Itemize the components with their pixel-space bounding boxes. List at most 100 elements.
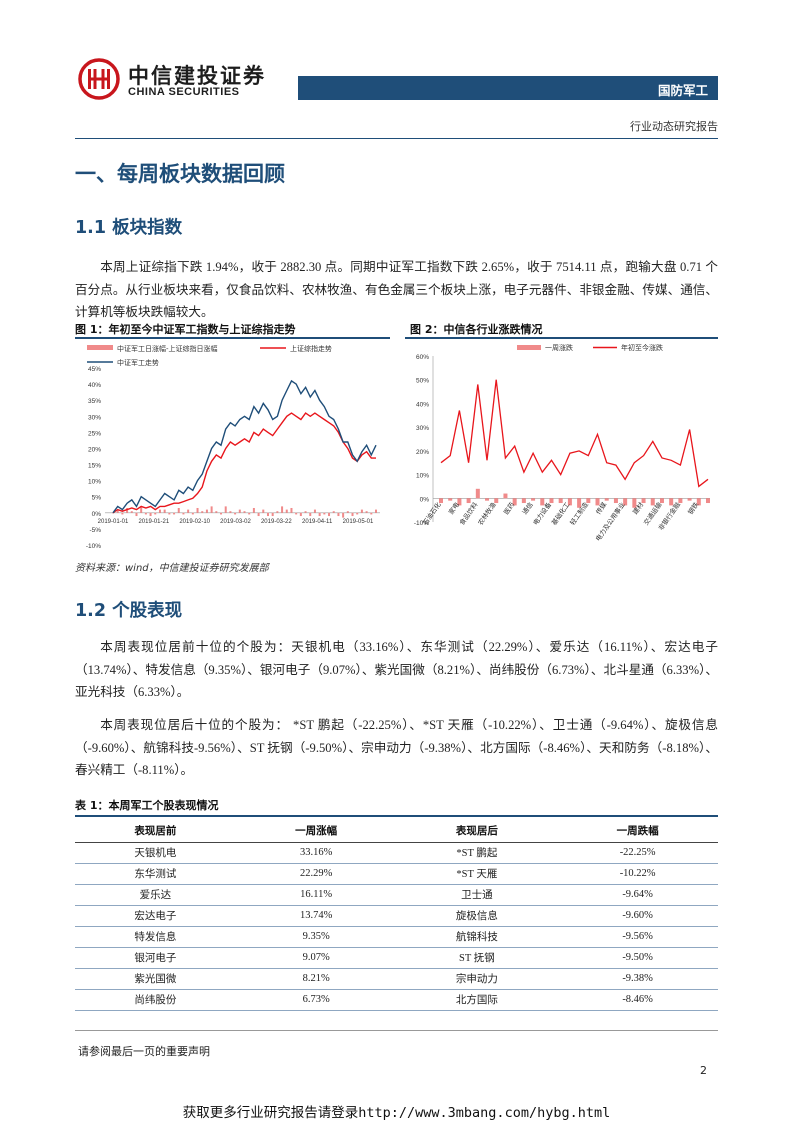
table-header: 一周涨幅 — [235, 820, 397, 843]
table-cell: 9.35% — [235, 926, 397, 948]
weekly-bar — [521, 498, 526, 504]
legend-label: 中证军工走势 — [117, 358, 159, 367]
diff-bar — [281, 506, 284, 513]
y-tick-label: 5% — [92, 495, 102, 502]
table-cell: -9.60% — [557, 905, 718, 927]
table-cell: 尚纬股份 — [75, 989, 236, 1011]
disclaimer-note: 请参阅最后一页的重要声明 — [78, 1045, 210, 1058]
diff-bar — [276, 511, 279, 513]
figure2-rule — [405, 337, 718, 339]
weekly-bar — [687, 498, 692, 501]
weekly-bar — [613, 498, 618, 504]
diff-bar — [375, 509, 377, 513]
y-tick-label: -10% — [86, 543, 101, 550]
table-cell: -9.50% — [557, 947, 718, 969]
diff-bar — [299, 512, 302, 517]
weekly-bar — [466, 498, 471, 504]
diff-bar — [248, 512, 251, 515]
brand-name-en: CHINA SECURITIES — [128, 86, 240, 98]
legend-label: 中证军工日涨幅-上证综指日涨幅 — [117, 344, 218, 353]
stocks-bottom-paragraph: 本周表现位居后十位的个股为： *ST 鹏起（-22.25%）、*ST 天雁（-1… — [75, 714, 718, 782]
y-tick-label: -10% — [414, 520, 429, 527]
weekly-bar — [494, 498, 499, 504]
diff-bar — [126, 507, 129, 513]
figure-source: 资料来源：wind，中信建投证券研究发展部 — [75, 563, 269, 574]
table-cell: -9.56% — [557, 926, 718, 948]
diff-bar — [365, 511, 368, 513]
promo-link[interactable]: 获取更多行业研究报告请登录http://www.3mbang.com/hybg.… — [182, 1105, 611, 1121]
diff-bar — [177, 507, 180, 513]
section-title: 一、每周板块数据回顾 — [75, 162, 285, 186]
table-cell: 爱乐达 — [75, 884, 236, 906]
weekly-bar — [439, 498, 443, 504]
figure1-rule — [75, 337, 390, 339]
diff-bar — [130, 511, 133, 513]
diff-bar — [191, 512, 194, 515]
header-divider — [75, 138, 718, 139]
legend-swatch — [87, 345, 113, 350]
table-row: 天银机电 33.16% *ST 鹏起 -22.25% — [75, 842, 718, 864]
diff-bar — [356, 512, 359, 515]
diff-bar — [220, 512, 223, 515]
sector-tag: 国防军工 — [657, 83, 708, 98]
diff-bar — [266, 512, 269, 517]
diff-bar — [154, 512, 157, 515]
page-number: 2 — [700, 1064, 707, 1077]
table-cell: 北方国际 — [396, 989, 558, 1011]
table-cell: 宗申动力 — [396, 968, 558, 990]
table-cell: 特发信息 — [75, 926, 236, 948]
diff-bar — [313, 509, 316, 513]
table1-title: 表 1：本周军工个股表现情况 — [75, 799, 219, 812]
y-tick-label: 40% — [416, 401, 429, 408]
table-cell: 宏达电子 — [75, 905, 236, 927]
table-cell: -8.46% — [557, 989, 718, 1011]
table-row: 银河电子 9.07% ST 抚钢 -9.50% — [75, 947, 718, 969]
x-tick-label: 2019-01-01 — [98, 519, 129, 525]
y-tick-label: -5% — [89, 527, 101, 534]
category-label: 石油石化 — [420, 500, 443, 527]
y-tick-label: 20% — [88, 446, 101, 453]
category-label: 农林牧渔 — [476, 500, 499, 527]
diff-bar — [140, 506, 143, 513]
diff-bar — [210, 506, 213, 513]
y-tick-label: 30% — [416, 425, 429, 432]
diff-bar — [149, 512, 152, 517]
diff-bar — [332, 511, 335, 513]
y-tick-label: 25% — [88, 430, 101, 437]
y-tick-label: 30% — [88, 414, 101, 421]
table-row: 东华测试 22.29% *ST 天雁 -10.22% — [75, 863, 718, 885]
diff-bar — [135, 512, 138, 517]
table-row: 爱乐达 16.11% 卫士通 -9.64% — [75, 884, 718, 906]
table-cell: *ST 鹏起 — [396, 842, 558, 864]
table-row: 宏达电子 13.74% 旋极信息 -9.60% — [75, 905, 718, 927]
legend-swatch — [517, 345, 541, 350]
diff-bar — [360, 509, 363, 513]
table-cell: 紫光国微 — [75, 968, 236, 990]
military-series-line — [112, 379, 377, 514]
diff-bar — [342, 512, 345, 518]
diff-bar — [328, 512, 331, 517]
figure2-title: 图 2：中信各行业涨跌情况 — [410, 323, 543, 336]
diff-bar — [295, 512, 298, 515]
index-paragraph: 本周上证综指下跌 1.94%，收于 2882.30 点。同期中证军工指数下跌 2… — [75, 256, 718, 324]
footer-divider — [75, 1030, 718, 1031]
y-tick-label: 35% — [88, 398, 101, 405]
sse-series-line — [112, 412, 376, 514]
y-tick-label: 0% — [92, 511, 102, 518]
weekly-bar — [577, 498, 582, 508]
weekly-bar — [632, 498, 637, 508]
diff-bar — [116, 509, 119, 513]
weekly-bar — [549, 498, 554, 504]
x-tick-label: 2019-05-01 — [343, 519, 374, 525]
legend-label: 年初至今涨跌 — [621, 343, 663, 352]
diff-bar — [144, 512, 147, 515]
weekly-bar — [706, 498, 710, 504]
weekly-bar — [623, 498, 628, 506]
diff-bar — [205, 509, 208, 513]
figure1-title: 图 1：年初至今中证军工指数与上证综指走势 — [75, 323, 296, 336]
y-tick-label: 10% — [88, 479, 101, 486]
weekly-bar — [485, 498, 490, 501]
weekly-bar — [641, 498, 646, 504]
diff-bar — [285, 509, 288, 513]
